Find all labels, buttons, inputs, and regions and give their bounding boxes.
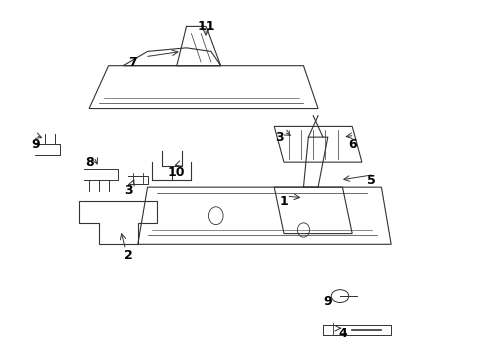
Text: 8: 8 (85, 156, 94, 168)
Text: 9: 9 (323, 295, 332, 308)
Text: 7: 7 (128, 55, 137, 69)
Text: 3: 3 (124, 184, 132, 197)
Text: 2: 2 (123, 248, 132, 261)
Text: 1: 1 (280, 195, 288, 208)
Text: 5: 5 (368, 174, 376, 186)
Text: 10: 10 (168, 166, 186, 179)
Text: 11: 11 (197, 20, 215, 33)
Text: 3: 3 (275, 131, 283, 144)
Text: 9: 9 (31, 138, 40, 151)
Text: 4: 4 (338, 327, 347, 340)
Text: 6: 6 (348, 138, 357, 151)
